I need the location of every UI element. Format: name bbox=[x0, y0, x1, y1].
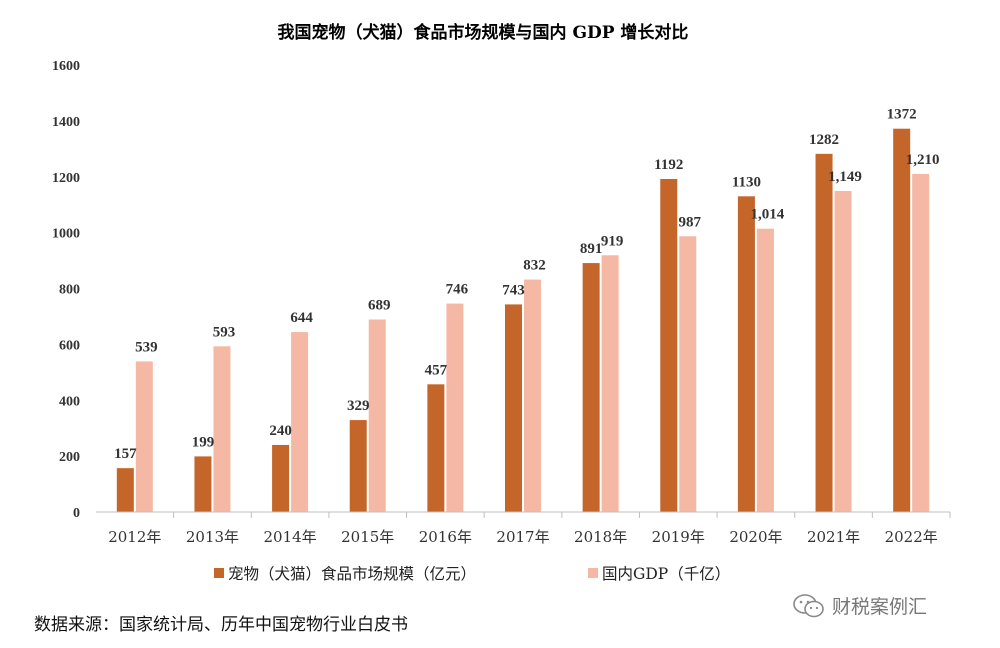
data-label-gdp: 1,014 bbox=[751, 207, 785, 223]
data-label-gdp: 987 bbox=[679, 214, 702, 230]
bar-pet-food-2015年 bbox=[349, 420, 367, 512]
data-label-pet-food: 329 bbox=[347, 398, 370, 414]
watermark: 财税案例汇 bbox=[792, 592, 927, 619]
x-tick-label: 2020年 bbox=[729, 528, 782, 546]
bar-gdp-2012年 bbox=[135, 361, 153, 512]
bar-gdp-2016年 bbox=[446, 303, 464, 512]
bar-pet-food-2021年 bbox=[815, 153, 833, 512]
x-tick-label: 2018年 bbox=[574, 528, 627, 546]
bar-gdp-2015年 bbox=[368, 319, 386, 512]
x-tick-label: 2016年 bbox=[419, 528, 472, 546]
data-label-pet-food: 1130 bbox=[732, 174, 761, 190]
wechat-icon bbox=[793, 593, 824, 617]
y-tick-label: 200 bbox=[59, 450, 80, 465]
legend-label: 国内GDP（千亿） bbox=[602, 565, 730, 583]
y-tick-label: 600 bbox=[59, 338, 80, 353]
data-label-pet-food: 1372 bbox=[887, 107, 917, 123]
legend-swatch bbox=[214, 568, 224, 578]
bar-pet-food-2016年 bbox=[427, 384, 445, 512]
y-tick-label: 1000 bbox=[52, 227, 80, 242]
data-label-pet-food: 743 bbox=[502, 282, 525, 298]
data-label-gdp: 746 bbox=[446, 282, 469, 298]
watermark-text: 财税案例汇 bbox=[832, 596, 928, 618]
y-tick-label: 1600 bbox=[52, 59, 80, 74]
y-axis: 0 200 400 600 800 1000 1200 1400 1600 bbox=[52, 59, 80, 521]
x-tick-label: 2022年 bbox=[885, 528, 938, 546]
y-tick-label: 400 bbox=[59, 394, 80, 409]
y-tick-label: 0 bbox=[73, 506, 80, 521]
data-label-gdp: 539 bbox=[135, 339, 158, 355]
data-label-gdp: 919 bbox=[601, 233, 624, 249]
bar-gdp-2022年 bbox=[912, 173, 930, 513]
x-tick-label: 2017年 bbox=[496, 528, 549, 546]
source-note: 数据来源：国家统计局、历年中国宠物行业白皮书 bbox=[34, 615, 408, 635]
data-label-gdp: 689 bbox=[368, 298, 391, 314]
data-label-gdp: 644 bbox=[290, 310, 313, 326]
bar-gdp-2017年 bbox=[524, 279, 541, 512]
data-label-pet-food: 157 bbox=[114, 446, 137, 462]
data-label-gdp: 832 bbox=[523, 258, 546, 274]
bar-pet-food-2017年 bbox=[505, 304, 522, 512]
bar-pet-food-2019年 bbox=[660, 178, 678, 513]
y-tick-label: 1200 bbox=[52, 171, 80, 186]
data-label-pet-food: 199 bbox=[192, 434, 215, 450]
legend: 宠物（犬猫）食品市场规模（亿元） 国内GDP（千亿） bbox=[214, 565, 730, 583]
data-label-gdp: 593 bbox=[213, 324, 236, 340]
data-label-pet-food: 891 bbox=[580, 241, 603, 257]
x-axis: 2012年 2013年 2014年 2015年 2016年 2017年 2018年 2019年… bbox=[96, 511, 951, 546]
x-tick-label: 2013年 bbox=[186, 528, 239, 546]
data-label-gdp: 1,210 bbox=[906, 152, 940, 168]
bar-pet-food-2013年 bbox=[194, 456, 212, 512]
x-tick-label: 2012年 bbox=[108, 528, 161, 546]
data-label-pet-food: 240 bbox=[269, 423, 292, 439]
bar-pet-food-2020年 bbox=[737, 196, 755, 512]
data-label-pet-food: 457 bbox=[425, 362, 448, 378]
chart-title: 我国宠物（犬猫）食品市场规模与国内 GDP 增长对比 bbox=[278, 22, 689, 43]
bar-pet-food-2018年 bbox=[582, 263, 600, 512]
data-label-pet-food: 1192 bbox=[654, 157, 683, 173]
bar-gdp-2020年 bbox=[756, 228, 774, 512]
bar-gdp-2019年 bbox=[679, 236, 697, 512]
data-label-pet-food: 1282 bbox=[809, 132, 839, 148]
legend-swatch bbox=[588, 568, 598, 578]
bar-gdp-2021年 bbox=[834, 190, 852, 513]
bar-pet-food-2012年 bbox=[116, 468, 134, 512]
x-tick-label: 2019年 bbox=[652, 528, 705, 546]
bar-gdp-2013年 bbox=[213, 346, 231, 512]
y-tick-label: 800 bbox=[59, 283, 80, 298]
data-label-gdp: 1,149 bbox=[828, 169, 862, 185]
bar-pet-food-2014年 bbox=[272, 444, 290, 512]
bar-pet-food-2022年 bbox=[893, 128, 911, 512]
x-tick-label: 2021年 bbox=[807, 528, 860, 546]
x-tick-label: 2015年 bbox=[341, 528, 394, 546]
x-tick-label: 2014年 bbox=[263, 528, 316, 546]
bar-gdp-2018年 bbox=[601, 255, 619, 512]
legend-label: 宠物（犬猫）食品市场规模（亿元） bbox=[228, 565, 476, 583]
y-tick-label: 1400 bbox=[52, 115, 80, 130]
bar-gdp-2014年 bbox=[291, 332, 309, 512]
